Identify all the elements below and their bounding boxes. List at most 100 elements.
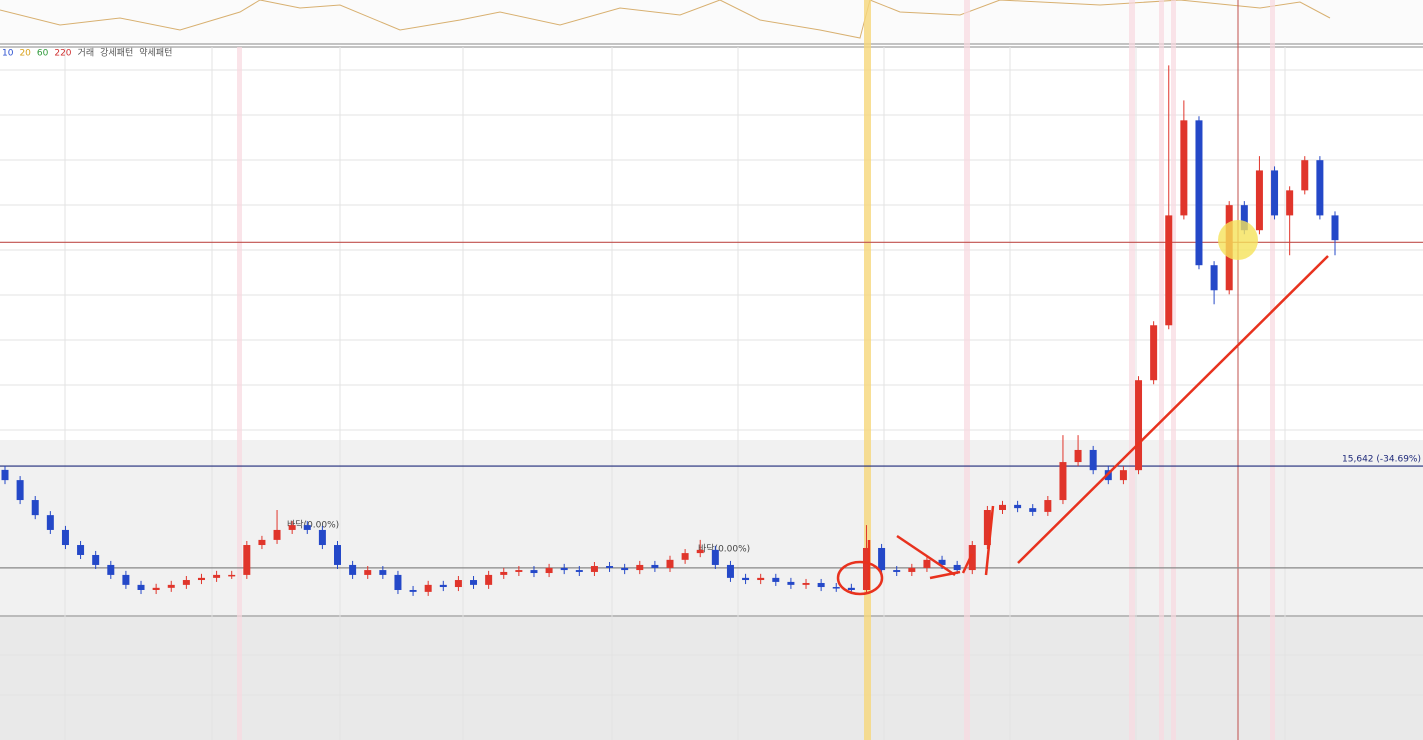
candle-body	[92, 554, 100, 565]
candle-body	[923, 559, 931, 568]
legend: 10 20 60 220 거래 강세패턴 약세패턴	[2, 47, 172, 59]
candle-body	[999, 504, 1006, 511]
candle-body	[1059, 462, 1067, 501]
candle-body	[1014, 504, 1022, 509]
candle-body	[122, 574, 130, 585]
candle-body	[938, 559, 946, 565]
candle-body	[137, 584, 145, 590]
candle-body	[817, 582, 825, 588]
candle-body	[787, 581, 795, 585]
candle-body	[1029, 508, 1037, 512]
candle-body	[288, 525, 296, 530]
highlight-bands	[237, 0, 1275, 740]
candle-body	[862, 547, 870, 590]
candle-body	[878, 547, 886, 571]
candle-body	[1150, 325, 1158, 381]
candle-body	[742, 577, 750, 581]
annotation: 바닥(0.00%)	[287, 520, 339, 531]
legend-entry: 220	[54, 49, 71, 59]
candle-body	[334, 545, 341, 565]
candle-body	[31, 500, 39, 516]
candle-body	[681, 553, 689, 560]
candle-body	[470, 580, 478, 585]
candle-body	[908, 567, 916, 572]
candle-body	[1240, 205, 1248, 231]
candle-body	[1135, 380, 1143, 471]
candle-body	[1044, 500, 1052, 512]
legend-entry: 10	[2, 49, 14, 59]
candle-body	[968, 545, 976, 571]
candle-body	[182, 580, 190, 585]
candle-body	[726, 564, 734, 578]
candle-body	[1316, 160, 1324, 216]
candle-body	[606, 566, 614, 568]
candle-body	[500, 571, 508, 575]
annotation: 바닥(0.00%)	[698, 544, 750, 555]
candle-body	[273, 529, 281, 540]
oscillator-panel	[0, 0, 1423, 44]
legend-entry: 강세패턴	[100, 48, 133, 59]
candle-body	[349, 564, 357, 575]
candle-body	[983, 510, 991, 546]
candle-body	[258, 539, 266, 546]
candle-body	[228, 574, 236, 577]
candle-body	[832, 587, 840, 589]
oscillator-line	[0, 0, 1331, 39]
candle-body	[107, 564, 115, 575]
candle-body	[621, 567, 629, 571]
candle-body	[1331, 215, 1339, 241]
candle-body	[1074, 449, 1082, 463]
candle-body	[696, 549, 704, 554]
candle-body	[303, 525, 311, 530]
candle-body	[1119, 470, 1127, 481]
candle-body	[424, 584, 432, 592]
candle-body	[243, 545, 251, 575]
candle-body	[409, 589, 417, 592]
candle-body	[1271, 170, 1279, 216]
candle-body	[394, 574, 402, 590]
candle-body	[485, 574, 493, 585]
candle-body	[1210, 265, 1218, 291]
candle-body	[1286, 190, 1294, 216]
candle-body	[636, 564, 644, 571]
candle-body	[953, 564, 961, 571]
candle-body	[318, 529, 326, 546]
candle-body	[1195, 120, 1203, 266]
candle-body	[1165, 215, 1173, 326]
candle-body	[213, 574, 221, 578]
candle-body	[454, 580, 462, 588]
candle-body	[545, 567, 553, 574]
candle-body	[575, 570, 583, 572]
candle-body	[515, 570, 523, 572]
candle-body	[152, 587, 160, 590]
volume-panel	[0, 617, 1423, 740]
legend-entry: 60	[37, 49, 49, 59]
legend-entry: 약세패턴	[139, 47, 172, 59]
candle-body	[560, 567, 568, 571]
candle-body	[590, 566, 598, 572]
candle-body	[1, 469, 9, 481]
candle-body	[847, 587, 855, 590]
candle-body	[46, 515, 54, 530]
candle-body	[439, 584, 447, 588]
candle-body	[530, 570, 538, 574]
candle-body	[893, 570, 901, 572]
drawn-annotations	[836, 220, 1329, 596]
candle-body	[666, 559, 674, 568]
candle-body	[1089, 449, 1097, 471]
candle-body	[651, 564, 659, 568]
candle-body	[1180, 120, 1188, 216]
candle-body	[757, 577, 765, 581]
candle-body	[364, 570, 372, 575]
candle-body	[772, 577, 780, 582]
candle-body	[1301, 160, 1309, 191]
legend-entry: 거래	[78, 48, 95, 59]
candle-body	[1255, 170, 1263, 231]
legend-entry: 20	[19, 49, 31, 59]
candle-body	[167, 584, 175, 588]
candle-body	[16, 480, 24, 501]
candle-body	[711, 549, 719, 565]
candle-body	[802, 582, 810, 585]
